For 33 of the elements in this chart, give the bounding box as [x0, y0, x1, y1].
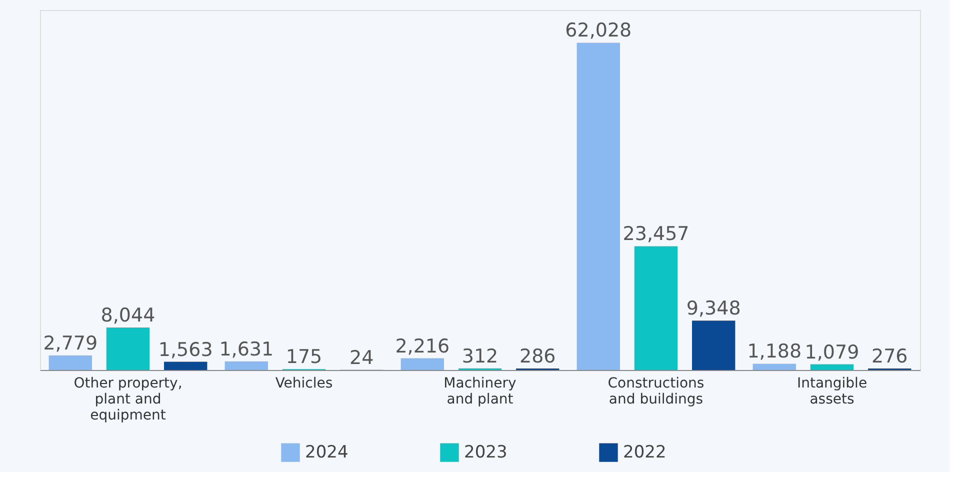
legend-label: 2022 [623, 442, 666, 463]
bar [810, 364, 854, 370]
data-label: 23,457 [622, 223, 690, 246]
data-label: 9,348 [686, 298, 741, 320]
x-tick-label: Intangible assets [796, 376, 868, 408]
data-label: 286 [519, 345, 556, 368]
data-label: 175 [286, 346, 322, 368]
x-tick-label: Other property, plant and equipment [74, 376, 182, 424]
x-tick-label: Machinery and plant [444, 376, 516, 408]
x-tick-label: Vehicles [275, 376, 333, 392]
data-label: 1,079 [804, 341, 860, 364]
data-label: 2,779 [43, 332, 98, 354]
data-label: 1,631 [219, 338, 274, 360]
data-label: 8,044 [100, 304, 156, 327]
bar [634, 246, 678, 370]
data-label: 62,028 [565, 20, 632, 42]
data-label: 1,188 [747, 340, 802, 363]
legend-label: 2023 [464, 442, 508, 463]
data-label: 312 [462, 345, 498, 368]
data-label: 1,563 [158, 338, 213, 361]
bar [48, 355, 92, 370]
bar [576, 42, 620, 370]
legend-label: 2024 [305, 442, 348, 463]
bar [752, 364, 796, 370]
bar [224, 361, 268, 370]
data-label: 24 [350, 346, 374, 369]
x-tick-label: Constructions and buildings [608, 376, 704, 408]
bar [106, 328, 150, 370]
data-label: 2,216 [395, 335, 450, 358]
data-label: 276 [871, 346, 908, 368]
bar [400, 358, 444, 370]
bar [164, 362, 208, 370]
bar [692, 320, 736, 370]
